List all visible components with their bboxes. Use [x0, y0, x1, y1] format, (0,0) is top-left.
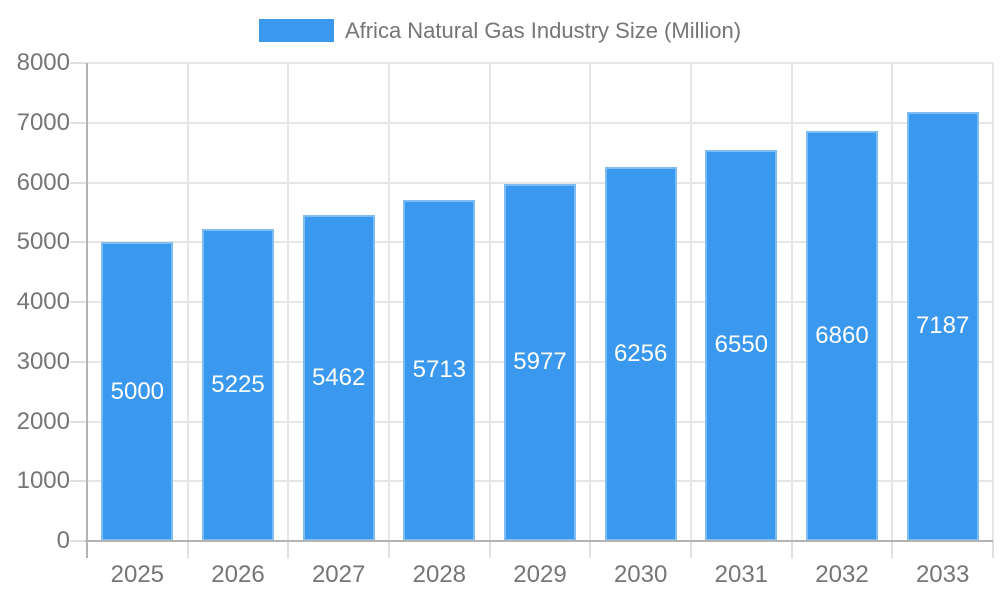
bar-2027[interactable]	[302, 214, 375, 541]
gridline-x-4	[488, 63, 491, 541]
bar-value-label-2025: 5000	[110, 377, 165, 405]
bar-2028[interactable]	[403, 199, 476, 541]
gridline-x-9	[992, 63, 994, 541]
gridline-y-8000	[87, 62, 993, 64]
legend[interactable]: Africa Natural Gas Industry Size (Millio…	[0, 18, 1000, 43]
y-axis-tick-0	[70, 540, 87, 542]
x-axis-label-2030: 2030	[613, 561, 668, 588]
y-axis-tick-6000	[70, 181, 87, 184]
y-axis-label-1000: 1000	[16, 467, 70, 495]
x-axis-line	[85, 540, 993, 542]
bar-value-label-2026: 5225	[211, 370, 265, 398]
bar-value-label-2027: 5462	[311, 363, 366, 391]
bar-value-label-2029: 5977	[513, 348, 567, 376]
x-axis-tick-4	[488, 541, 491, 558]
gridline-x-5	[589, 63, 592, 541]
bar-2033[interactable]	[906, 111, 979, 541]
y-axis-label-2000: 2000	[16, 407, 70, 435]
gridline-x-6	[690, 63, 692, 541]
gridline-x-2	[287, 63, 290, 541]
y-axis-label-7000: 7000	[16, 108, 70, 136]
gridline-x-1	[186, 63, 189, 541]
y-axis-tick-2000	[70, 420, 87, 423]
y-axis-label-6000: 6000	[16, 168, 70, 196]
x-axis-label-2029: 2029	[513, 561, 567, 588]
x-axis-tick-3	[388, 541, 390, 558]
x-axis-tick-6	[690, 541, 692, 558]
bar-2025[interactable]	[101, 242, 174, 541]
y-axis-tick-1000	[70, 480, 87, 483]
x-axis-label-2032: 2032	[815, 561, 869, 588]
legend-swatch	[258, 19, 334, 42]
bar-value-label-2028: 5713	[412, 356, 467, 384]
x-axis-tick-7	[790, 541, 793, 558]
legend-label: Africa Natural Gas Industry Size (Millio…	[344, 18, 742, 43]
bar-value-label-2030: 6256	[613, 340, 668, 368]
bar-value-label-2031: 6550	[714, 331, 769, 359]
x-axis-tick-9	[992, 541, 994, 558]
y-axis-tick-8000	[70, 62, 87, 64]
gridline-x-7	[790, 63, 793, 541]
x-axis-label-2028: 2028	[412, 561, 467, 588]
bar-2030[interactable]	[604, 167, 677, 541]
y-axis-tick-3000	[70, 360, 87, 363]
x-axis-tick-1	[186, 541, 189, 558]
x-axis-tick-5	[589, 541, 592, 558]
x-axis-tick-2	[287, 541, 290, 558]
x-axis-label-2026: 2026	[211, 561, 265, 588]
gridline-x-8	[891, 63, 894, 541]
x-axis-label-2025: 2025	[110, 561, 165, 588]
x-axis-label-2033: 2033	[915, 561, 970, 588]
y-axis-tick-4000	[70, 301, 87, 303]
bar-2031[interactable]	[705, 149, 778, 541]
y-axis-label-8000: 8000	[16, 49, 70, 76]
x-axis-label-2027: 2027	[311, 561, 366, 588]
y-axis-label-5000: 5000	[16, 228, 70, 256]
gridline-y-6000	[87, 181, 993, 184]
x-axis-label-2031: 2031	[714, 561, 769, 588]
bar-2032[interactable]	[806, 131, 878, 541]
y-axis-label-4000: 4000	[16, 288, 70, 315]
x-axis-tick-8	[891, 541, 894, 558]
bar-value-label-2032: 6860	[815, 322, 869, 350]
y-axis-line	[86, 63, 88, 558]
y-axis-label-3000: 3000	[16, 347, 70, 375]
y-axis-label-0: 0	[56, 527, 70, 554]
bar-value-label-2033: 7187	[915, 312, 970, 340]
gridline-x-3	[388, 63, 390, 541]
y-axis-tick-5000	[70, 241, 87, 244]
bar-2029[interactable]	[504, 183, 576, 541]
bar-2026[interactable]	[202, 228, 274, 541]
gridline-y-7000	[87, 121, 993, 124]
y-axis-tick-7000	[70, 121, 87, 124]
